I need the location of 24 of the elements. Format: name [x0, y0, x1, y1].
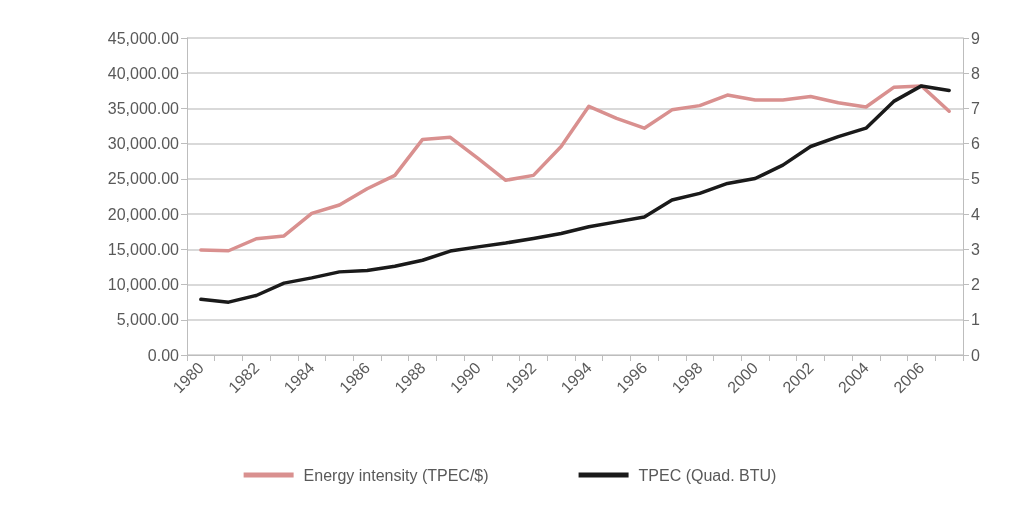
- y-tick-label: 35,000.00: [107, 99, 180, 117]
- y-tick-label: 25,000.00: [107, 170, 180, 188]
- line-series: [199, 84, 951, 253]
- y-tick-label: 45,000.00: [107, 29, 180, 47]
- y-tick-label: 5,000.00: [116, 311, 180, 329]
- y-tick-label: 0.00: [147, 346, 180, 364]
- legend-label: TPEC (Quad. BTU): [638, 466, 777, 484]
- y-tick-label: 15,000.00: [107, 240, 180, 258]
- y2-tick-label: 2: [971, 276, 980, 294]
- y2-tick-label: 8: [971, 64, 980, 82]
- y2-tick-label: 9: [971, 29, 980, 47]
- y2-tick-label: 4: [971, 205, 980, 223]
- legend-label: Energy intensity (TPEC/$): [303, 466, 489, 484]
- y2-tick-label: 6: [971, 135, 980, 153]
- y-tick-label: 10,000.00: [107, 276, 180, 294]
- y-tick-label: 40,000.00: [107, 64, 180, 82]
- y2-tick-label: 5: [971, 170, 980, 188]
- y-tick-label: 30,000.00: [107, 135, 180, 153]
- y2-tick-label: 1: [971, 311, 980, 329]
- y2-tick-label: 7: [971, 99, 980, 117]
- line-series: [199, 84, 951, 304]
- y-tick-label: 20,000.00: [107, 205, 180, 223]
- y2-tick-label: 3: [971, 240, 980, 258]
- y2-tick-label: 0: [971, 346, 980, 364]
